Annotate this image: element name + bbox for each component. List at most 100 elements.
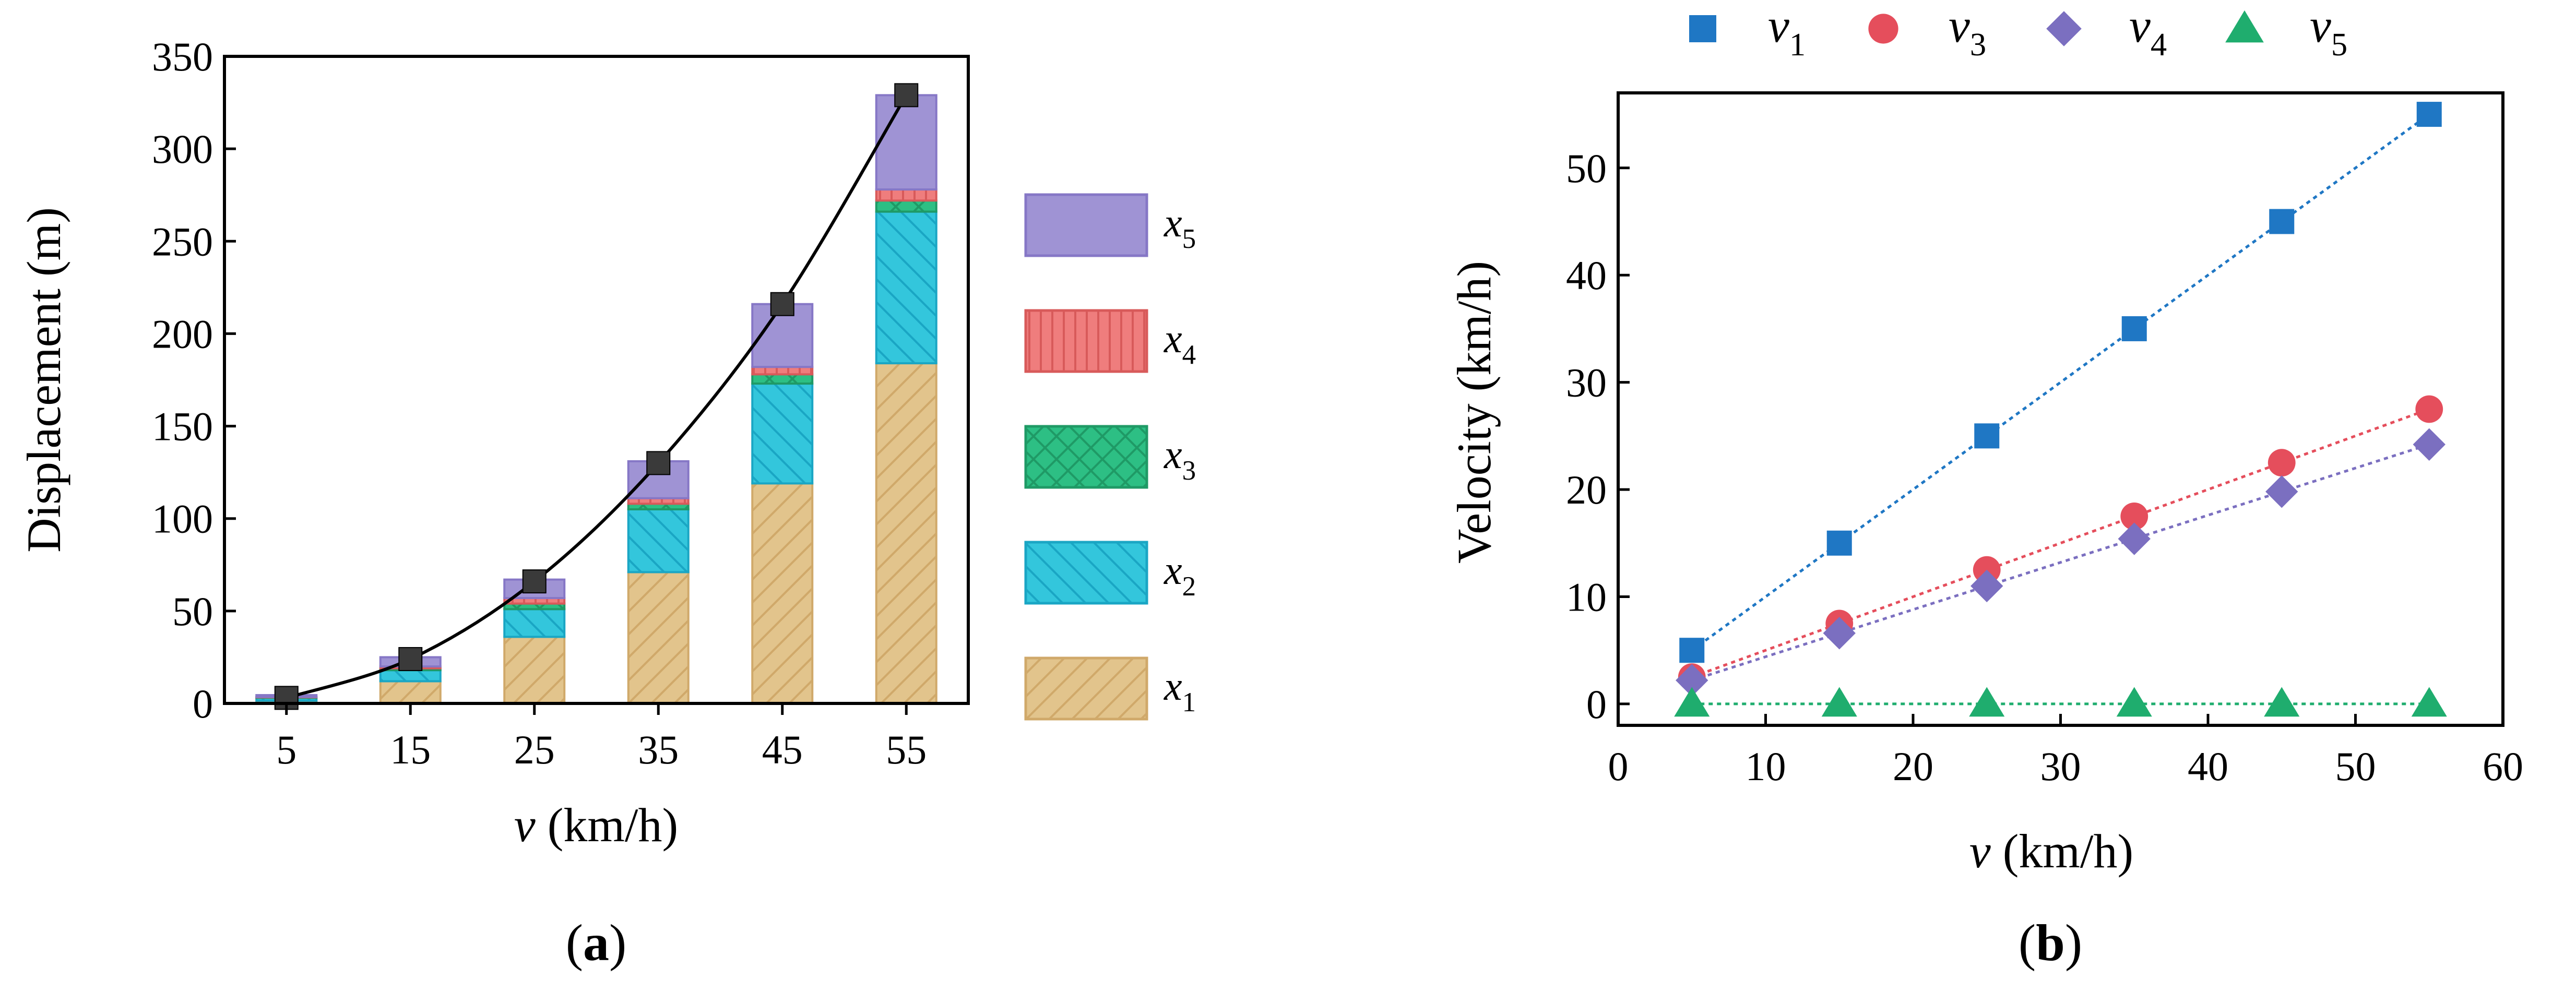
legend-label-v4: v4 — [2129, 0, 2167, 63]
chart-b-legend: v1 v3 v4 v5 — [1689, 0, 2347, 63]
chart-a-x-axis-title: v (km/h) — [514, 798, 678, 852]
y-tick-label-200: 200 — [152, 311, 213, 356]
y-tick-label-50: 50 — [172, 589, 213, 634]
point-v4-35 — [2118, 522, 2151, 555]
x-tick-label-15: 15 — [390, 727, 431, 772]
series-line-v1 — [1691, 113, 2430, 652]
chart-b: 0 10 20 30 40 50 0 10 20 30 40 50 60 Velocity (km/h… — [1447, 0, 2523, 972]
chart-b-x-axis: 0 10 20 30 40 50 60 — [1608, 714, 2523, 789]
bar-x2-15 — [379, 669, 442, 683]
chart-a: 0 50 100 150 200 250 300 350 5 15 25 35 45 55 Displa… — [17, 34, 1196, 972]
bar-x1-45 — [751, 482, 814, 705]
total-point-35 — [646, 451, 671, 475]
legend-label-x4: x4 — [1164, 316, 1196, 370]
point-v4-55 — [2413, 428, 2446, 461]
b-y-tick-label-10: 10 — [1566, 574, 1607, 619]
y-tick-label-100: 100 — [152, 496, 213, 542]
b-y-tick-label-50: 50 — [1566, 146, 1607, 191]
b-x-tick-label-10: 10 — [1746, 744, 1786, 789]
x-tick-label-5: 5 — [276, 727, 296, 772]
point-v5-55 — [2411, 687, 2447, 717]
point-v5-45 — [2264, 687, 2300, 717]
chart-a-y-axis: 0 50 100 150 200 250 300 350 — [152, 34, 236, 726]
point-v4-45 — [2265, 475, 2298, 508]
point-v4-25 — [1970, 569, 2003, 603]
b-x-tick-label-20: 20 — [1893, 744, 1933, 789]
chart-a-panel-letter: a — [583, 914, 609, 972]
legend-marker-v5 — [2225, 10, 2264, 43]
legend-swatch-x5 — [1024, 193, 1148, 257]
bar-x1-35 — [627, 571, 690, 705]
point-v1-25 — [1974, 423, 2000, 449]
bar-x1-25 — [503, 636, 566, 705]
chart-b-panel-label: (b) — [2019, 914, 2082, 972]
b-x-tick-label-40: 40 — [2188, 744, 2228, 789]
chart-a-legend: x5 x4 x3 x2 x1 — [1024, 193, 1196, 721]
chart-a-x-axis-unit: (km/h) — [536, 798, 678, 852]
total-point-15 — [398, 647, 423, 671]
point-v5-25 — [1969, 687, 2005, 717]
point-v1-55 — [2416, 102, 2442, 127]
point-v3-45 — [2268, 449, 2296, 477]
b-y-tick-label-40: 40 — [1566, 253, 1607, 298]
x-tick-label-55: 55 — [886, 727, 927, 772]
legend-swatch-x4 — [1024, 309, 1148, 373]
total-point-25 — [522, 569, 547, 594]
x-tick-label-45: 45 — [762, 727, 803, 772]
x-tick-label-35: 35 — [638, 727, 679, 772]
legend-swatch-x1 — [1024, 656, 1148, 721]
chart-a-plot-frame — [223, 55, 970, 705]
series-line-v3 — [1691, 408, 2430, 678]
b-x-tick-label-30: 30 — [2040, 744, 2081, 789]
b-x-tick-label-60: 60 — [2483, 744, 2523, 789]
legend-marker-v3 — [1868, 14, 1898, 44]
legend-marker-v1 — [1689, 15, 1716, 42]
chart-b-plot-frame — [1617, 91, 2504, 727]
y-tick-label-350: 350 — [152, 34, 213, 79]
x-tick-label-25: 25 — [514, 727, 555, 772]
legend-label-x2: x2 — [1164, 547, 1196, 602]
legend-label-v3: v3 — [1949, 0, 1986, 63]
b-y-tick-label-20: 20 — [1566, 467, 1607, 512]
chart-b-panel-letter: b — [2036, 914, 2065, 972]
bar-x5-55 — [875, 94, 937, 191]
bar-x4-45 — [751, 366, 814, 376]
total-point-45 — [770, 292, 794, 316]
chart-a-x-axis-var: v — [514, 798, 536, 852]
y-tick-label-250: 250 — [152, 219, 213, 264]
legend-marker-v4 — [2046, 11, 2082, 46]
bar-x1-15 — [379, 680, 442, 705]
legend-label-x5: x5 — [1164, 200, 1196, 254]
chart-b-x-axis-title: v (km/h) — [1969, 824, 2133, 878]
bar-x3-55 — [875, 199, 937, 213]
bar-x1-55 — [875, 362, 937, 704]
point-v3-35 — [2120, 503, 2148, 530]
bar-x2-45 — [751, 383, 814, 485]
chart-b-x-axis-unit: (km/h) — [1991, 824, 2133, 878]
chart-a-total-line — [274, 83, 919, 710]
b-y-tick-label-0: 0 — [1586, 682, 1607, 727]
point-v4-15 — [1823, 617, 1856, 650]
legend-label-v5: v5 — [2310, 0, 2347, 63]
b-x-tick-label-50: 50 — [2335, 744, 2376, 789]
point-v5-5 — [1674, 687, 1710, 717]
chart-a-panel-label: (a) — [566, 914, 627, 972]
legend-label-v1: v1 — [1768, 0, 1806, 63]
legend-label-x3: x3 — [1164, 432, 1196, 486]
point-v1-5 — [1679, 638, 1705, 663]
bar-x2-55 — [875, 210, 937, 365]
point-v5-35 — [2116, 687, 2152, 717]
legend-swatch-x2 — [1024, 541, 1148, 605]
chart-b-y-axis: 0 10 20 30 40 50 — [1566, 146, 1630, 727]
y-tick-label-150: 150 — [152, 404, 213, 449]
chart-b-x-axis-var: v — [1969, 824, 1991, 878]
y-tick-label-300: 300 — [152, 126, 213, 172]
b-x-tick-label-0: 0 — [1608, 744, 1629, 789]
legend-swatch-x3 — [1024, 425, 1148, 489]
chart-a-y-axis-title: Displacement (m) — [17, 207, 70, 553]
legend-label-x1: x1 — [1164, 663, 1196, 718]
series-line-v4 — [1691, 443, 2430, 682]
point-v1-45 — [2269, 209, 2295, 234]
chart-b-y-axis-title: Velocity (km/h) — [1447, 261, 1501, 564]
